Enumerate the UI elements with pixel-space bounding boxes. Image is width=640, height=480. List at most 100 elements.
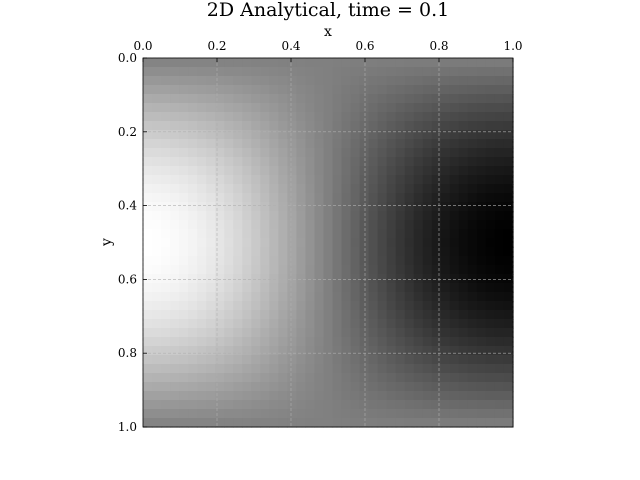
heatmap-cell <box>494 193 505 203</box>
heatmap-cell <box>242 355 252 365</box>
heatmap-cell <box>179 364 189 374</box>
heatmap-cell <box>341 328 352 338</box>
heatmap-cell <box>215 229 225 239</box>
heatmap-cell <box>476 103 487 113</box>
heatmap-cell <box>449 139 460 149</box>
heatmap-cell <box>143 310 153 320</box>
heatmap-cell <box>242 409 252 419</box>
heatmap-cell <box>233 193 243 203</box>
heatmap-cell <box>287 355 298 365</box>
heatmap-cell <box>179 238 189 248</box>
heatmap-cell <box>449 337 460 347</box>
heatmap-cell <box>287 85 298 95</box>
heatmap-cell <box>449 58 460 68</box>
heatmap-cell <box>350 247 361 257</box>
heatmap-cell <box>350 85 361 95</box>
heatmap-cell <box>485 310 496 320</box>
heatmap-cell <box>449 85 460 95</box>
heatmap-cell <box>332 121 343 131</box>
heatmap-cell <box>503 121 514 131</box>
heatmap-cell <box>494 121 505 131</box>
heatmap-cell <box>404 112 415 122</box>
heatmap-cell <box>359 355 370 365</box>
heatmap-cell <box>404 220 415 230</box>
heatmap-cell <box>179 373 189 383</box>
heatmap-cell <box>386 112 397 122</box>
heatmap-cell <box>242 400 252 410</box>
heatmap-cell <box>170 67 180 77</box>
heatmap-cell <box>170 229 180 239</box>
heatmap-cell <box>485 58 496 68</box>
heatmap-cell <box>206 148 216 158</box>
heatmap-cell <box>476 256 487 266</box>
heatmap-cell <box>422 364 433 374</box>
heatmap-cell <box>341 418 352 428</box>
heatmap-cell <box>296 301 307 311</box>
heatmap-cell <box>368 391 379 401</box>
heatmap-cell <box>458 76 469 86</box>
heatmap-cell <box>314 373 325 383</box>
heatmap-cell <box>170 148 180 158</box>
heatmap-cell <box>170 85 180 95</box>
heatmap-cell <box>143 184 153 194</box>
heatmap-cell <box>161 346 171 356</box>
heatmap-cell <box>152 310 162 320</box>
heatmap-cell <box>368 58 379 68</box>
heatmap-cell <box>197 274 207 284</box>
heatmap-cell <box>485 67 496 77</box>
heatmap-cell <box>503 319 514 329</box>
heatmap-cell <box>251 418 261 428</box>
heatmap-cell <box>377 319 388 329</box>
heatmap-cell <box>242 418 252 428</box>
heatmap-cell <box>359 238 370 248</box>
heatmap-cell <box>503 310 514 320</box>
heatmap-cell <box>449 301 460 311</box>
heatmap-cell <box>269 157 279 167</box>
heatmap-cell <box>332 229 343 239</box>
heatmap-cell <box>242 67 252 77</box>
heatmap-cell <box>143 283 153 293</box>
heatmap-cell <box>233 175 243 185</box>
heatmap-cell <box>269 256 279 266</box>
heatmap-cell <box>233 310 243 320</box>
heatmap-cell <box>233 391 243 401</box>
heatmap-cell <box>368 247 379 257</box>
heatmap-cell <box>143 400 153 410</box>
heatmap-cell <box>431 229 442 239</box>
x-tick-label: 1.0 <box>503 39 522 53</box>
heatmap-cell <box>359 76 370 86</box>
heatmap-cell <box>422 229 433 239</box>
heatmap-cell <box>224 319 234 329</box>
heatmap-cell <box>251 211 261 221</box>
heatmap-cell <box>449 157 460 167</box>
heatmap-cell <box>350 139 361 149</box>
heatmap-cell <box>233 400 243 410</box>
heatmap-cell <box>413 301 424 311</box>
heatmap-cell <box>314 157 325 167</box>
heatmap-cell <box>197 265 207 275</box>
heatmap-cell <box>332 166 343 176</box>
heatmap-cell <box>485 130 496 140</box>
heatmap-cell <box>170 121 180 131</box>
heatmap-cell <box>413 373 424 383</box>
heatmap-cell <box>476 382 487 392</box>
heatmap-cell <box>341 211 352 221</box>
heatmap-cell <box>386 103 397 113</box>
heatmap-cell <box>305 94 316 104</box>
heatmap-cell <box>224 283 234 293</box>
heatmap-cell <box>386 274 397 284</box>
heatmap-cell <box>359 418 370 428</box>
heatmap-cell <box>296 58 307 68</box>
heatmap-cell <box>413 58 424 68</box>
heatmap-cell <box>485 391 496 401</box>
heatmap-cell <box>386 256 397 266</box>
heatmap-cell <box>422 373 433 383</box>
heatmap-cell <box>377 166 388 176</box>
heatmap-cell <box>476 166 487 176</box>
heatmap-cell <box>260 229 270 239</box>
heatmap-cell <box>503 229 514 239</box>
heatmap-cell <box>296 265 307 275</box>
heatmap-cell <box>431 184 442 194</box>
heatmap-cell <box>467 355 478 365</box>
heatmap-cell <box>440 148 451 158</box>
